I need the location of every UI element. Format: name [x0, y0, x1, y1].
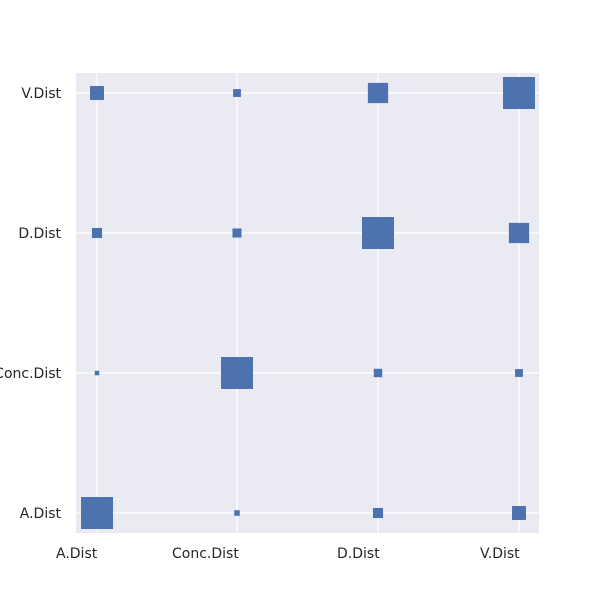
marker-conc-dist-vs-conc-dist [221, 357, 253, 389]
marker-v-dist-vs-d-dist [508, 222, 530, 244]
marker-conc-dist-vs-a-dist [234, 510, 240, 516]
x-tick-label: Conc.Dist [172, 546, 239, 562]
marker-v-dist-vs-a-dist [512, 506, 526, 520]
marker-a-dist-vs-d-dist [91, 227, 103, 239]
marker-conc-dist-vs-d-dist [232, 228, 242, 238]
marker-v-dist-vs-conc-dist [515, 369, 523, 377]
y-tick-label: V.Dist [21, 86, 61, 102]
marker-a-dist-vs-conc-dist [94, 370, 100, 376]
y-tick-label: Conc.Dist [0, 366, 61, 382]
data-markers [81, 77, 535, 529]
y-tick-label: A.Dist [20, 506, 62, 522]
marker-d-dist-vs-conc-dist [373, 368, 383, 378]
y-axis-tick-labels: A.Dist Conc.Dist D.Dist V.Dist [0, 86, 62, 522]
x-tick-label: V.Dist [480, 546, 520, 562]
marker-a-dist-vs-v-dist [90, 86, 104, 100]
y-tick-label: D.Dist [18, 226, 61, 242]
marker-d-dist-vs-a-dist [372, 507, 384, 519]
marker-v-dist-vs-v-dist [503, 77, 535, 109]
marker-d-dist-vs-d-dist [362, 217, 394, 249]
x-tick-label: D.Dist [337, 546, 380, 562]
marker-d-dist-vs-v-dist [367, 82, 389, 104]
x-axis-tick-labels: A.Dist Conc.Dist D.Dist V.Dist [56, 546, 520, 562]
plot-area [76, 73, 539, 533]
grid-lines [76, 73, 539, 533]
marker-conc-dist-vs-v-dist [233, 89, 241, 97]
marker-a-dist-vs-a-dist [81, 497, 113, 529]
x-tick-label: A.Dist [56, 546, 98, 562]
